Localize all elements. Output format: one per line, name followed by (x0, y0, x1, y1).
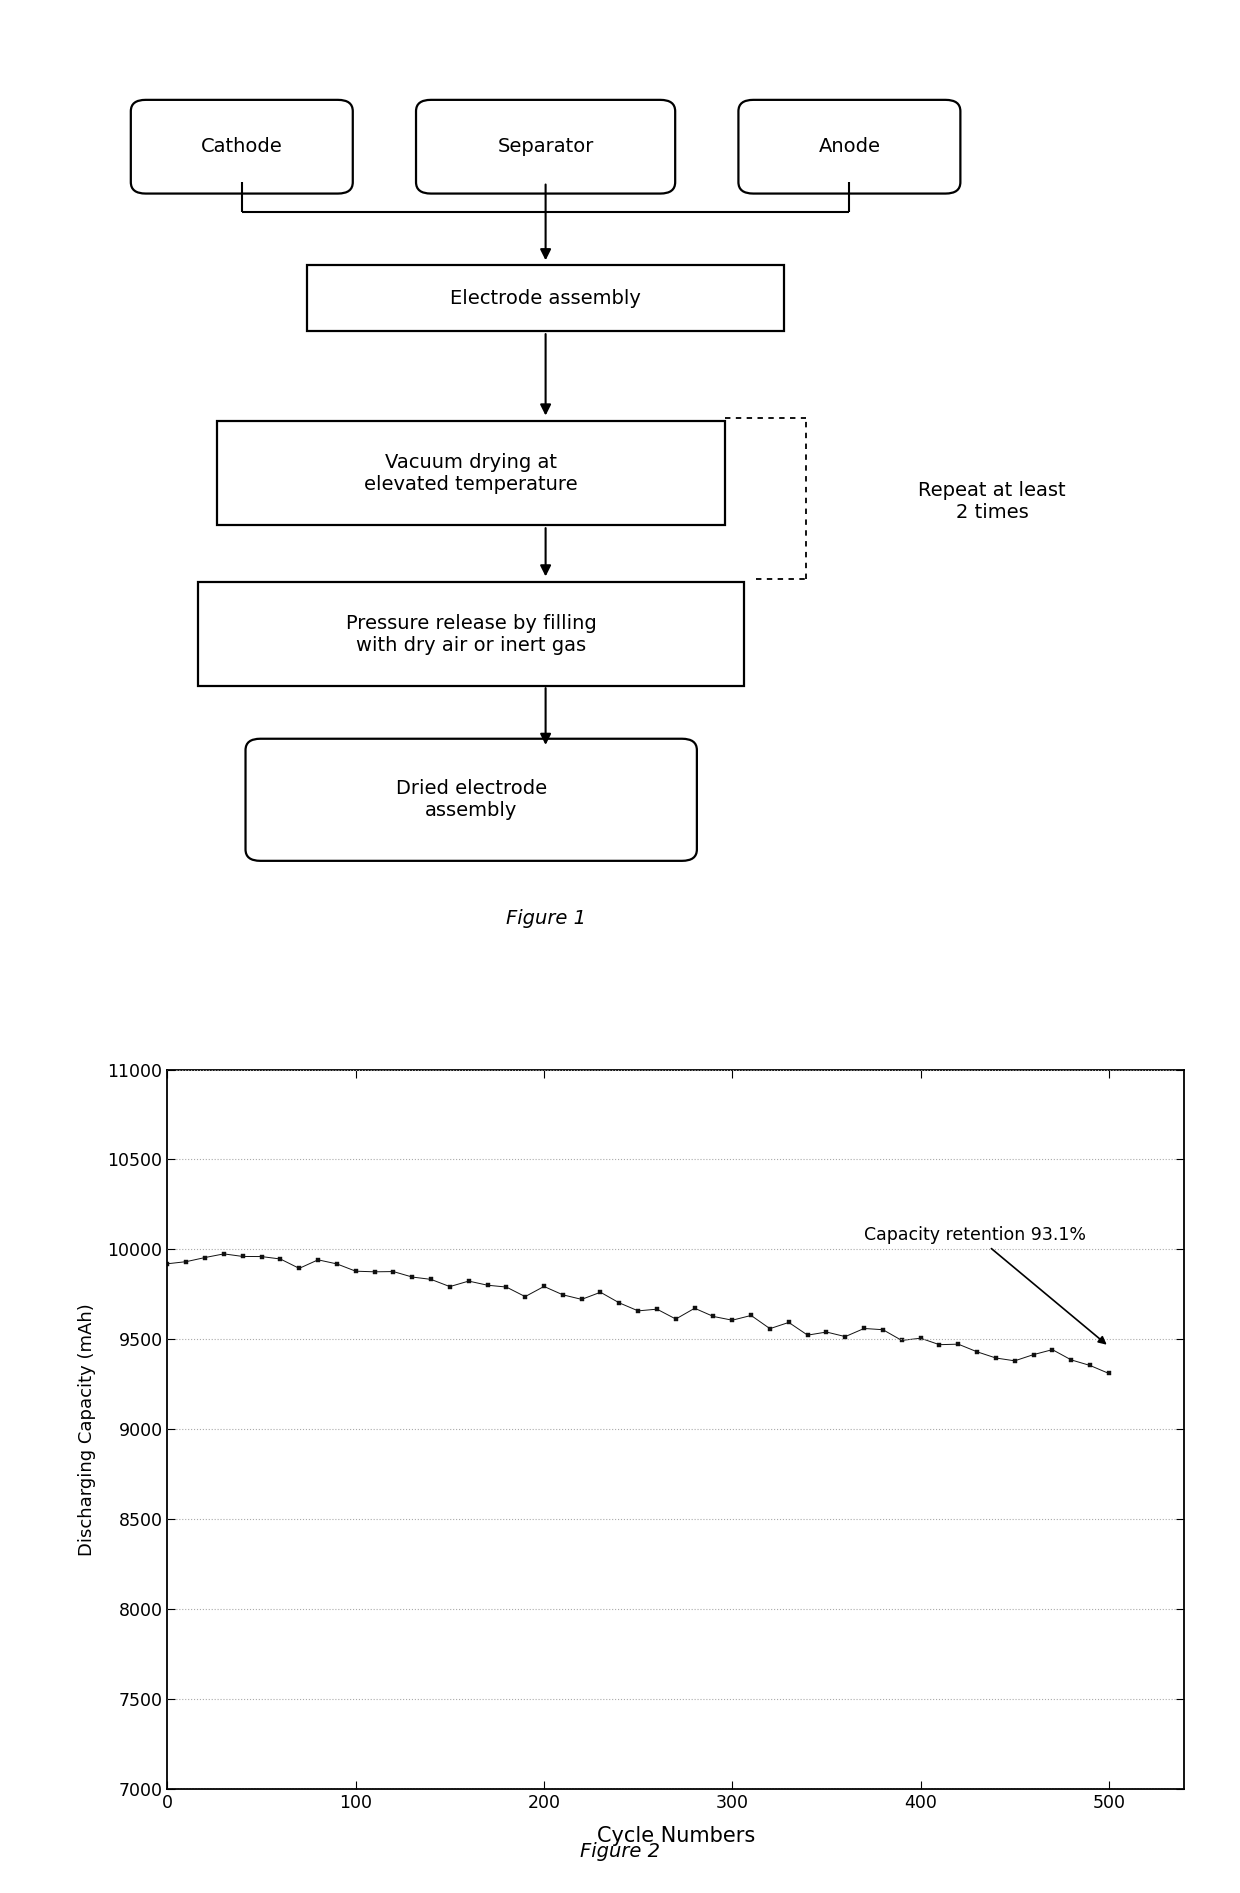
X-axis label: Cycle Numbers: Cycle Numbers (596, 1825, 755, 1846)
Text: Cathode: Cathode (201, 136, 283, 157)
FancyBboxPatch shape (198, 581, 744, 687)
Text: Electrode assembly: Electrode assembly (450, 288, 641, 309)
FancyBboxPatch shape (217, 422, 725, 524)
Text: Pressure release by filling
with dry air or inert gas: Pressure release by filling with dry air… (346, 613, 596, 655)
Text: Vacuum drying at
elevated temperature: Vacuum drying at elevated temperature (365, 452, 578, 494)
Text: Capacity retention 93.1%: Capacity retention 93.1% (864, 1227, 1105, 1344)
Text: Dried electrode
assembly: Dried electrode assembly (396, 780, 547, 820)
FancyBboxPatch shape (306, 265, 785, 331)
Text: Anode: Anode (818, 136, 880, 157)
FancyBboxPatch shape (131, 100, 352, 193)
Text: Repeat at least
2 times: Repeat at least 2 times (918, 481, 1066, 522)
FancyBboxPatch shape (246, 738, 697, 861)
FancyBboxPatch shape (739, 100, 960, 193)
Text: Figure 2: Figure 2 (580, 1842, 660, 1861)
Text: Separator: Separator (497, 136, 594, 157)
Y-axis label: Discharging Capacity (mAh): Discharging Capacity (mAh) (78, 1302, 97, 1556)
Text: Figure 1: Figure 1 (506, 909, 585, 928)
FancyBboxPatch shape (417, 100, 675, 193)
